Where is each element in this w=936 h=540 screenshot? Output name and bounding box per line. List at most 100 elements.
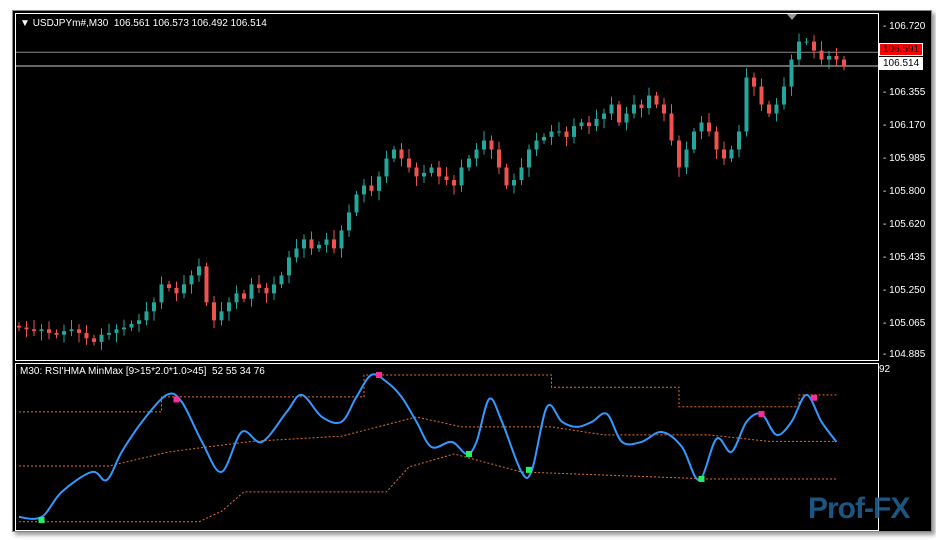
candle-body (294, 248, 299, 258)
candle-body (182, 284, 186, 294)
peak-marker (758, 410, 765, 417)
band-lower (19, 453, 837, 523)
candle-body (317, 244, 321, 249)
trough-marker (526, 466, 532, 473)
candle-body (834, 55, 839, 60)
peak-marker (376, 372, 382, 378)
candle-body (422, 172, 426, 177)
candle-body (459, 167, 464, 186)
candle-body (279, 275, 284, 285)
candle-body (437, 167, 441, 177)
rsi-line (18, 373, 838, 520)
candle-body (444, 176, 449, 181)
candle-body (782, 86, 786, 105)
candle-body (519, 167, 524, 181)
candle-body (54, 332, 59, 335)
candle-body (564, 131, 569, 137)
candle-body (474, 149, 479, 159)
candle-body (482, 140, 486, 150)
candle-body (744, 77, 749, 132)
price-tick: - 105.065 (883, 318, 926, 329)
candle-body (249, 284, 254, 299)
candle-body (39, 329, 44, 332)
candle-body (212, 302, 216, 321)
candle-body (497, 149, 501, 168)
indicator-pane[interactable]: M30: RSI'HMA MinMax [9>15*2.0*1.0>45] 52… (15, 363, 879, 531)
candle-body (819, 50, 824, 60)
candle-body (609, 104, 614, 114)
candle-body (399, 149, 404, 159)
candle-body (332, 239, 336, 249)
candle-body (542, 136, 546, 141)
candle-body (504, 167, 509, 186)
candle-body (152, 302, 156, 312)
candle-body (549, 131, 554, 137)
candle-body (302, 239, 306, 249)
price-axis[interactable]: - 106.720 - 106.355 - 106.170 - 105.985 - 10… (879, 11, 931, 531)
candle-body (69, 329, 74, 332)
candle-body (804, 41, 809, 43)
candle-body (122, 327, 126, 330)
candlestick-chart (16, 14, 878, 350)
candle-body (572, 126, 576, 137)
watermark-logo: Prof-FX (808, 492, 910, 525)
candle-body (339, 230, 344, 249)
trough-marker (466, 450, 472, 457)
candle-body (579, 122, 584, 127)
price-tick: - 106.720 (883, 21, 926, 32)
candle-body (699, 122, 704, 132)
candle-body (384, 158, 389, 177)
chart-header: ▼ USDJPYm#,M30 106.561 106.573 106.492 1… (20, 18, 267, 29)
candle-body (594, 118, 599, 127)
candle-body (62, 331, 66, 335)
chart-window[interactable]: ▼ USDJPYm#,M30 106.561 106.573 106.492 1… (12, 10, 932, 532)
candle-body (842, 59, 846, 67)
peak-marker (811, 394, 817, 401)
candle-body (797, 41, 801, 60)
candle-body (137, 320, 141, 324)
candle-body (24, 327, 29, 330)
candle-body (512, 180, 516, 186)
bid-price-label: 106.514 (879, 57, 924, 70)
candle-body (84, 332, 89, 339)
trough-marker (38, 517, 45, 524)
candle-body (189, 275, 194, 285)
band-upper (19, 374, 837, 413)
candle-body (219, 311, 224, 321)
price-tick: - 106.355 (883, 87, 926, 98)
price-tick: - 105.985 (883, 153, 926, 164)
candle-body (159, 284, 164, 303)
candle-body (107, 332, 111, 335)
candle-body (92, 338, 96, 342)
symbol-label: USDJPYm#,M30 (32, 18, 109, 29)
candle-body (407, 158, 411, 168)
candle-body (789, 59, 794, 87)
candle-body (729, 149, 734, 159)
candle-body (197, 266, 201, 276)
candle-body (639, 104, 644, 109)
candle-body (737, 131, 741, 150)
candle-body (324, 239, 329, 245)
price-tick: - 105.800 (883, 186, 926, 197)
candle-body (414, 167, 419, 177)
candle-body (587, 122, 591, 127)
ohlc-values: 106.561 106.573 106.492 106.514 (113, 18, 267, 29)
candle-body (227, 302, 231, 312)
price-pane[interactable]: ▼ USDJPYm#,M30 106.561 106.573 106.492 1… (15, 13, 879, 361)
candle-body (234, 293, 239, 303)
candle-body (722, 149, 726, 159)
candle-body (429, 167, 434, 173)
candle-body (677, 140, 681, 168)
candle-body (557, 131, 561, 133)
price-tick: - 106.170 (883, 120, 926, 131)
candle-body (714, 131, 719, 150)
candle-body (467, 158, 471, 168)
candle-body (812, 41, 816, 51)
candle-body (452, 180, 456, 186)
candle-body (377, 176, 381, 191)
candle-body (204, 266, 209, 303)
trough-marker (698, 475, 705, 482)
collapse-triangle-icon[interactable]: ▼ (20, 18, 33, 29)
candle-body (362, 185, 366, 195)
candle-body (392, 149, 396, 159)
